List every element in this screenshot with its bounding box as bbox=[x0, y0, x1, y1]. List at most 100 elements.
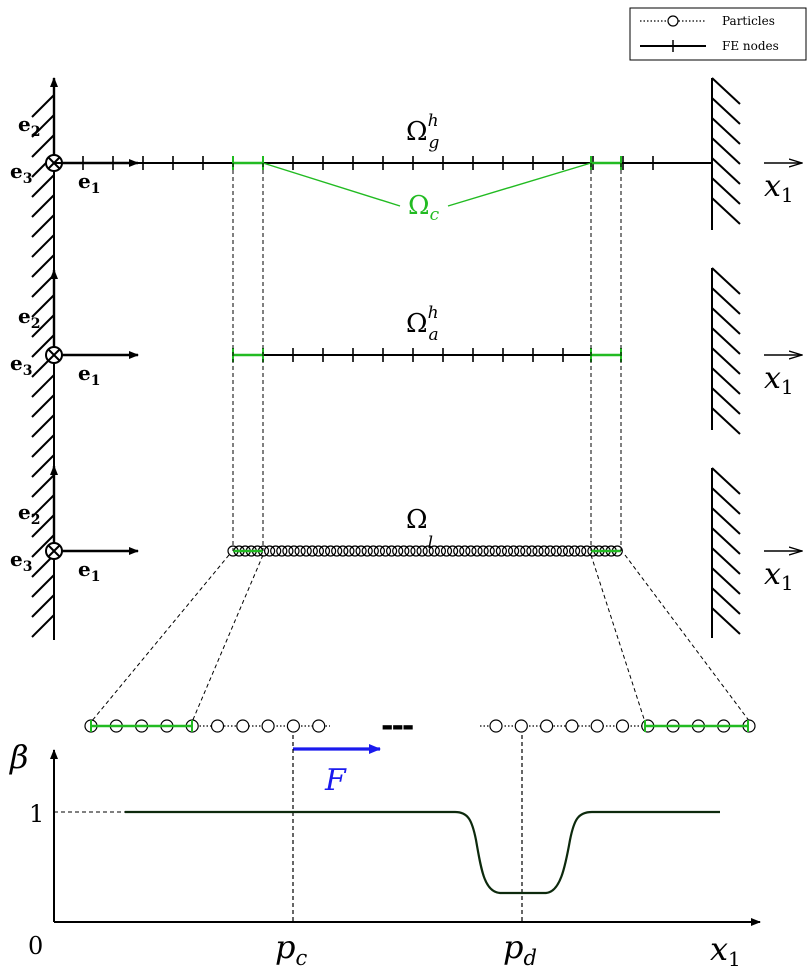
legend-particle-marker bbox=[667, 15, 679, 27]
pc-label: pc bbox=[275, 928, 307, 970]
hatch-mark bbox=[711, 327, 741, 355]
hatch-mark bbox=[31, 214, 55, 238]
hatch-mark bbox=[711, 507, 741, 535]
zoom-particle bbox=[590, 719, 604, 733]
hatch-mark bbox=[711, 347, 741, 375]
particle bbox=[575, 545, 587, 557]
coupling-domain-label: Ωc bbox=[408, 191, 440, 225]
particle bbox=[318, 545, 331, 557]
hatch-mark bbox=[711, 547, 741, 575]
legend-fe-label: FE nodes bbox=[722, 39, 779, 53]
particle bbox=[483, 545, 495, 557]
particle bbox=[447, 545, 459, 557]
row3-axis-label: x1 bbox=[764, 557, 794, 595]
basis-e3-symbol-row3 bbox=[45, 542, 63, 560]
zoom-particle bbox=[539, 719, 554, 733]
hatch-mark bbox=[31, 334, 55, 358]
hatch-mark bbox=[31, 234, 55, 258]
particle bbox=[507, 545, 520, 557]
hatch-mark bbox=[711, 307, 741, 335]
zoom-particle bbox=[489, 719, 503, 733]
particle bbox=[581, 545, 593, 557]
zoom-particle bbox=[236, 719, 250, 733]
zoom-particle bbox=[210, 719, 225, 733]
row-particles: e2 e3 e1 Ωl x1 bbox=[10, 465, 802, 595]
hatch-mark bbox=[31, 614, 55, 638]
coupling-pointer-left bbox=[262, 162, 401, 207]
basis-e3-label-row3: e3 bbox=[10, 547, 32, 575]
alignment-guides bbox=[232, 163, 622, 551]
hatch-mark bbox=[31, 254, 55, 278]
basis-e1-label: e1 bbox=[78, 169, 100, 197]
particle bbox=[550, 545, 562, 557]
hatch-mark bbox=[31, 374, 55, 398]
hatch-mark bbox=[31, 294, 55, 318]
row-local-fe: e2 e3 e1 Ωh a x1 bbox=[10, 269, 802, 399]
left-wall-hatching bbox=[31, 94, 55, 638]
hatch-mark bbox=[31, 174, 55, 198]
particle bbox=[312, 545, 324, 557]
hatch-mark bbox=[31, 194, 55, 218]
hatch-mark bbox=[711, 197, 741, 225]
hatch-mark bbox=[711, 607, 741, 635]
hatch-mark bbox=[31, 574, 55, 598]
zoom-particle bbox=[565, 719, 579, 733]
plot-x-label: x1 bbox=[710, 930, 741, 971]
particle bbox=[337, 545, 349, 557]
hatch-mark bbox=[31, 414, 55, 438]
particle bbox=[398, 545, 410, 557]
hatch-mark bbox=[31, 594, 55, 618]
legend: Particles FE nodes bbox=[629, 7, 807, 61]
local-fe-domain-label: Ωh a bbox=[406, 303, 439, 345]
legend-box bbox=[629, 7, 807, 61]
row-global-fe: e2 e3 e1 Ωc Ωh g x1 bbox=[10, 77, 802, 225]
particle bbox=[520, 545, 532, 557]
particle-chain bbox=[227, 545, 623, 557]
basis-e3-symbol-row2 bbox=[45, 346, 63, 364]
force: F bbox=[293, 744, 381, 798]
hatch-mark bbox=[31, 434, 55, 458]
hatch-mark bbox=[31, 454, 55, 478]
hatch-mark bbox=[711, 527, 741, 555]
right-wall bbox=[711, 77, 741, 638]
particle bbox=[294, 545, 306, 557]
particle bbox=[501, 545, 514, 557]
legend-particles-label: Particles bbox=[722, 14, 775, 28]
particle bbox=[526, 545, 538, 557]
particle bbox=[544, 545, 556, 557]
particle bbox=[538, 545, 550, 557]
particle bbox=[465, 545, 477, 557]
particle bbox=[373, 545, 385, 557]
particle bbox=[428, 545, 440, 557]
basis-e2-label: e2 bbox=[18, 112, 40, 140]
plot-y-label: β bbox=[9, 738, 29, 776]
particle bbox=[404, 545, 416, 557]
hatch-mark bbox=[31, 134, 55, 158]
particle bbox=[361, 545, 373, 557]
hatch-mark bbox=[711, 407, 741, 435]
particle bbox=[477, 545, 489, 557]
particle bbox=[556, 545, 569, 557]
hatch-mark bbox=[711, 177, 741, 205]
particle bbox=[282, 545, 294, 557]
particle bbox=[434, 545, 446, 557]
particle bbox=[392, 545, 404, 557]
plot-y-tick: 1 bbox=[29, 800, 44, 828]
right-wall-hatching bbox=[711, 77, 741, 635]
beta-plot: β 1 0 x1 pc pd bbox=[9, 735, 761, 971]
particle bbox=[410, 545, 422, 557]
hatch-mark bbox=[711, 117, 741, 145]
basis-e1-label-row2: e1 bbox=[78, 361, 100, 389]
hatch-mark bbox=[31, 274, 55, 298]
particle bbox=[264, 545, 276, 557]
hatch-mark bbox=[711, 137, 741, 165]
pd-label: pd bbox=[503, 928, 537, 970]
hatch-mark bbox=[711, 467, 741, 495]
basis-e3-label-row2: e3 bbox=[10, 351, 32, 379]
hatch-mark bbox=[31, 494, 55, 518]
zoom-particle bbox=[312, 719, 326, 733]
particle bbox=[459, 545, 471, 557]
force-label: F bbox=[324, 763, 347, 798]
hatch-mark bbox=[31, 114, 55, 138]
zoomed-particles: --- bbox=[84, 709, 756, 744]
